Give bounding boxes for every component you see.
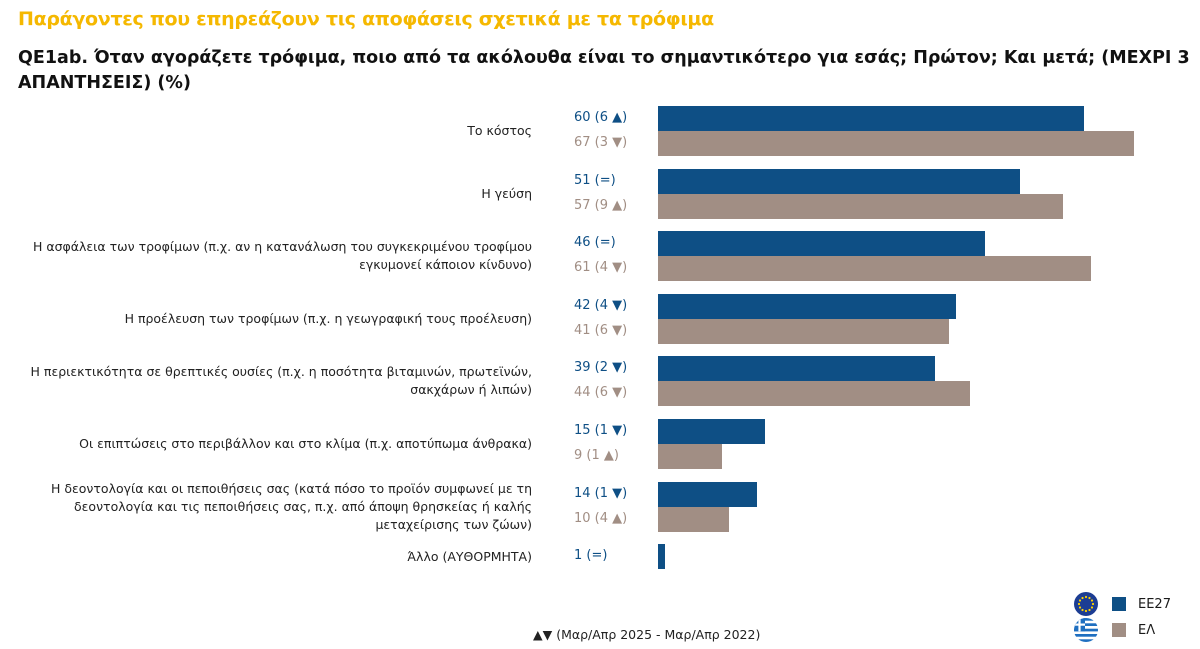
bar-gr — [658, 131, 1134, 156]
bar-eu27 — [658, 356, 935, 382]
bar-eu27 — [658, 419, 765, 444]
data-label: 10 (4 ▲) — [574, 510, 628, 526]
legend-swatch-eu27 — [1112, 597, 1126, 611]
data-label: 57 (9 ▲) — [574, 197, 628, 213]
greece-flag-icon — [1074, 618, 1098, 642]
bar-eu27 — [658, 544, 666, 570]
bar-eu27 — [658, 106, 1084, 131]
data-label: 46 (=) — [574, 235, 616, 251]
bar-gr — [658, 444, 722, 469]
trend-note: ▲▼ (Μαρ/Απρ 2025 - Μαρ/Απρ 2022) — [533, 627, 761, 642]
data-label: 15 (1 ▼) — [574, 423, 628, 438]
chart-title: QE1ab. Όταν αγοράζετε τρόφιμα, ποιο από … — [18, 48, 1190, 93]
data-label: 44 (6 ▼) — [574, 385, 628, 401]
data-label: 61 (4 ▼) — [574, 260, 628, 276]
data-label: 41 (6 ▼) — [574, 322, 628, 338]
data-label: 1 (=) — [574, 548, 608, 564]
bar-gr — [658, 381, 971, 407]
data-label: 60 (6 ▲) — [574, 110, 628, 125]
legend-item-gr: ΕΛ — [1074, 618, 1155, 642]
category-label: Η ασφάλεια των τροφίμων (π.χ. αν η καταν… — [33, 239, 532, 273]
bar-gr — [658, 193, 1063, 219]
category-label: Το κόστος — [467, 123, 532, 138]
legend-swatch-gr — [1112, 623, 1126, 637]
data-label: 67 (3 ▼) — [574, 135, 628, 150]
legend-label-gr: ΕΛ — [1138, 622, 1156, 638]
category-label: Η προέλευση των τροφίμων (π.χ. η γεωγραφ… — [124, 310, 532, 326]
legend-item-eu27: ΕΕ27 — [1074, 592, 1171, 616]
eu-flag-icon — [1074, 592, 1098, 616]
category-label: Η περιεκτικότητα σε θρεπτικές ουσίες (π.… — [30, 364, 532, 398]
data-label: 14 (1 ▼) — [574, 485, 628, 501]
data-label: 42 (4 ▼) — [574, 297, 628, 313]
bar-gr — [658, 506, 729, 532]
data-label: 9 (1 ▲) — [574, 448, 619, 463]
bar-eu27 — [658, 481, 758, 507]
category-label: Οι επιπτώσεις στο περιβάλλον και στο κλί… — [79, 436, 532, 451]
legend-label-eu27: ΕΕ27 — [1138, 596, 1171, 612]
supertitle: Παράγοντες που επηρεάζουν τις αποφάσεις … — [18, 8, 714, 30]
bar-gr — [658, 256, 1092, 282]
category-label: Η δεοντολογία και οι πεποιθήσεις σας (κα… — [51, 480, 532, 532]
bar-gr — [658, 318, 950, 344]
data-label: 39 (2 ▼) — [574, 360, 628, 376]
category-label: Η γεύση — [481, 185, 532, 201]
data-label: 51 (=) — [574, 172, 616, 188]
category-label: Άλλο (ΑΥΘΟΡΜΗΤΑ) — [407, 548, 532, 564]
bar-eu27 — [658, 168, 1021, 194]
bar-eu27 — [658, 231, 985, 257]
bar-eu27 — [658, 293, 957, 319]
